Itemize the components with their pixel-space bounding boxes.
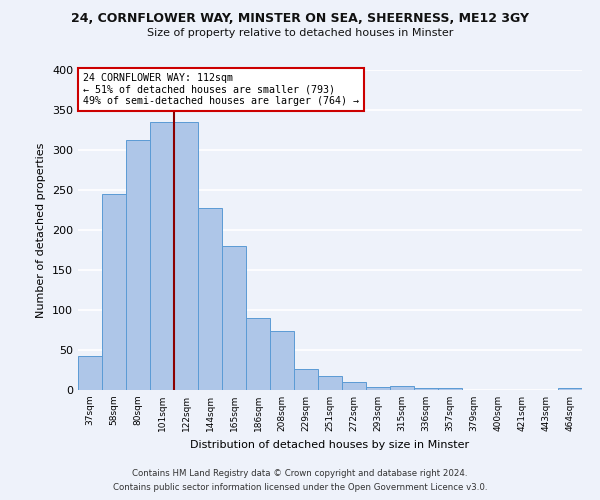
Bar xyxy=(390,386,414,390)
Bar xyxy=(246,318,270,390)
Bar xyxy=(342,382,366,390)
X-axis label: Distribution of detached houses by size in Minster: Distribution of detached houses by size … xyxy=(190,440,470,450)
Text: 24, CORNFLOWER WAY, MINSTER ON SEA, SHEERNESS, ME12 3GY: 24, CORNFLOWER WAY, MINSTER ON SEA, SHEE… xyxy=(71,12,529,26)
Text: Contains public sector information licensed under the Open Government Licence v3: Contains public sector information licen… xyxy=(113,484,487,492)
Bar xyxy=(270,331,294,390)
Text: 24 CORNFLOWER WAY: 112sqm
← 51% of detached houses are smaller (793)
49% of semi: 24 CORNFLOWER WAY: 112sqm ← 51% of detac… xyxy=(83,73,359,106)
Bar xyxy=(102,194,126,390)
Bar xyxy=(174,122,198,390)
Bar xyxy=(414,388,438,390)
Bar xyxy=(78,356,102,390)
Bar xyxy=(318,376,342,390)
Bar xyxy=(198,208,222,390)
Bar xyxy=(222,246,246,390)
Bar xyxy=(366,387,390,390)
Bar xyxy=(294,369,318,390)
Y-axis label: Number of detached properties: Number of detached properties xyxy=(37,142,46,318)
Text: Size of property relative to detached houses in Minster: Size of property relative to detached ho… xyxy=(147,28,453,38)
Text: Contains HM Land Registry data © Crown copyright and database right 2024.: Contains HM Land Registry data © Crown c… xyxy=(132,468,468,477)
Bar xyxy=(126,140,150,390)
Bar xyxy=(558,388,582,390)
Bar xyxy=(438,388,462,390)
Bar xyxy=(150,122,174,390)
